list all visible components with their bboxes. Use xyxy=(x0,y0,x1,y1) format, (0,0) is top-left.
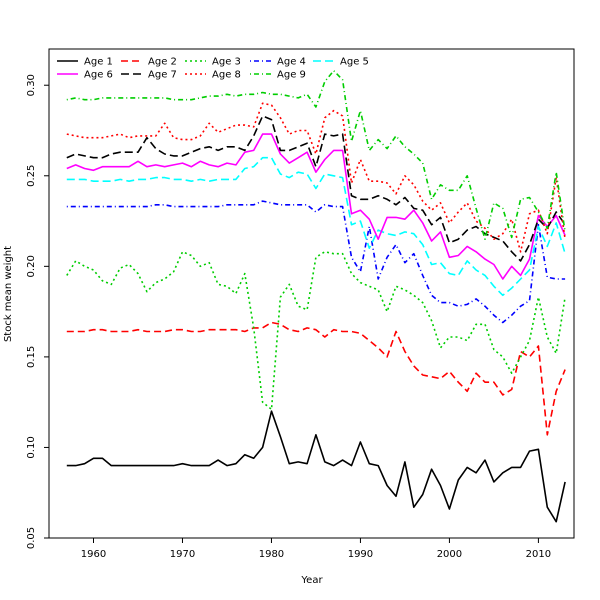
series-line-age-9 xyxy=(66,69,566,240)
x-tick-label: 1960 xyxy=(81,549,106,560)
legend-label-age-8: Age 8 xyxy=(212,70,241,81)
y-tick-label: 0.15 xyxy=(26,346,37,368)
x-tick-label: 2010 xyxy=(526,549,551,560)
series-line-age-1 xyxy=(66,410,566,523)
y-axis: 0.05 0.10 0.15 0.20 0.25 0.30 xyxy=(26,74,49,549)
series-line-age-2 xyxy=(66,321,566,436)
series-line-age-5 xyxy=(66,156,566,297)
legend-label-age-5: Age 5 xyxy=(340,57,369,68)
legend-label-age-3: Age 3 xyxy=(212,57,241,68)
plot-frame xyxy=(48,48,575,539)
x-tick-label: 2000 xyxy=(437,549,462,560)
legend-label-age-2: Age 2 xyxy=(148,57,177,68)
legend: Age 1 Age 2 Age 3 Age 4 Age 5 Age 6 Age 7 Age 8… xyxy=(57,57,369,81)
y-tick-label: 0.05 xyxy=(26,527,37,549)
x-tick-label: 1980 xyxy=(259,549,284,560)
x-axis-label: Year xyxy=(300,575,323,586)
legend-label-age-4: Age 4 xyxy=(277,57,306,68)
y-tick-label: 0.20 xyxy=(26,255,37,277)
x-tick-label: 1990 xyxy=(348,549,373,560)
x-tick-label: 1970 xyxy=(170,549,195,560)
legend-label-age-7: Age 7 xyxy=(148,70,177,81)
y-axis-label: Stock mean weight xyxy=(3,246,14,342)
y-tick-label: 0.25 xyxy=(26,165,37,187)
legend-label-age-6: Age 6 xyxy=(84,70,113,81)
series-lines xyxy=(66,69,566,523)
series-line-age-6 xyxy=(66,133,566,280)
series-line-age-3 xyxy=(66,251,566,411)
x-axis: 1960 1970 1980 1990 2000 2010 xyxy=(81,538,551,560)
legend-label-age-1: Age 1 xyxy=(84,57,113,68)
y-tick-label: 0.30 xyxy=(26,74,37,96)
y-tick-label: 0.10 xyxy=(26,436,37,458)
series-line-age-4 xyxy=(66,200,566,324)
legend-label-age-9: Age 9 xyxy=(277,70,306,81)
